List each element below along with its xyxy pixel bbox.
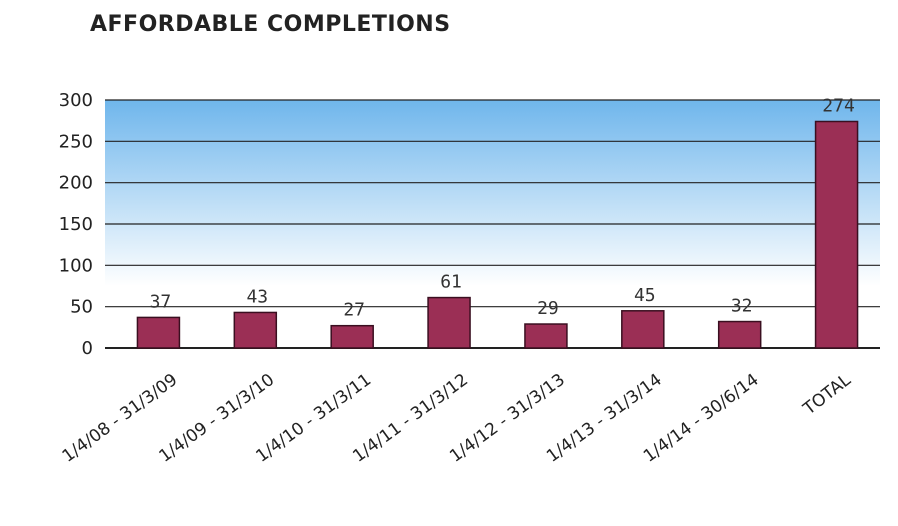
chart-title: AFFORDABLE COMPLETIONS [90, 12, 451, 37]
bar [524, 323, 568, 349]
y-tick-label: 0 [82, 338, 93, 359]
data-label: 61 [440, 272, 462, 293]
data-label: 43 [246, 286, 268, 307]
data-label: 37 [150, 291, 172, 312]
y-tick-label: 150 [59, 214, 93, 235]
y-tick-label: 200 [59, 173, 93, 194]
bar [621, 310, 665, 349]
data-label: 32 [731, 296, 753, 317]
bar [330, 324, 374, 349]
data-label: 274 [822, 95, 855, 116]
y-tick-label: 100 [59, 255, 93, 276]
y-tick-label: 300 [59, 90, 93, 111]
data-label: 45 [634, 285, 656, 306]
y-tick-label: 50 [70, 297, 93, 318]
bar [427, 296, 471, 349]
bar [814, 120, 859, 349]
bar [717, 320, 762, 349]
bar [233, 311, 278, 349]
x-tick-label: TOTAL [799, 370, 855, 420]
data-label: 29 [537, 298, 559, 319]
y-tick-label: 250 [59, 131, 93, 152]
data-label: 27 [343, 300, 365, 321]
bar [136, 316, 181, 349]
